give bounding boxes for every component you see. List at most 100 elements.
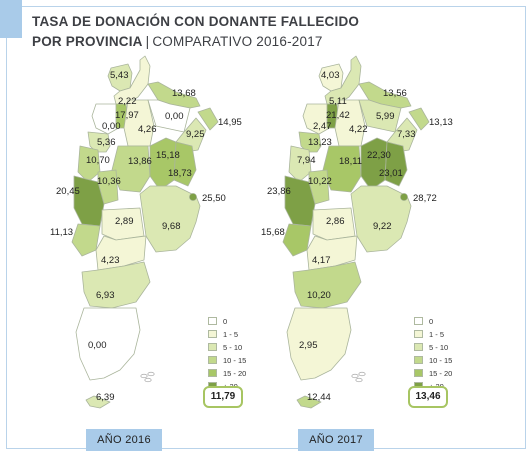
value-label-corrientes: 7,33	[397, 129, 416, 140]
legend-swatch	[414, 330, 423, 338]
legend-label: 1 - 5	[429, 329, 445, 339]
malvinas-islands	[140, 371, 155, 383]
value-label-larioja: 5,36	[97, 137, 116, 148]
corner-accent	[0, 0, 22, 38]
province-santafe	[149, 137, 177, 191]
title-separator: |	[145, 34, 150, 49]
province-santacruz	[286, 307, 352, 381]
value-label-santacruz: 2,95	[299, 340, 318, 351]
value-label-santafe: 15,18	[156, 150, 180, 161]
value-label-buenosaires: 9,68	[162, 221, 181, 232]
value-label-cordoba: 18,11	[339, 156, 362, 167]
legend-label: 15 - 20	[223, 368, 247, 378]
value-label-sanluis: 10,22	[308, 176, 332, 187]
title-line-1: TASA DE DONACIÓN CON DONANTE FALLECIDO	[32, 14, 360, 29]
province-tierradelfuego	[85, 395, 111, 409]
legend-swatch	[414, 343, 423, 351]
value-label-lapampa: 2,86	[326, 216, 345, 227]
value-label-entrerios: 23,01	[379, 168, 403, 179]
value-label-jujuy: 5,43	[110, 70, 129, 81]
value-label-salta: 5,11	[329, 96, 347, 107]
legend-label: 0	[429, 316, 434, 326]
legend-label: 10 - 15	[223, 355, 247, 365]
province-misiones	[197, 107, 219, 131]
value-label-sanjuan: 7,94	[297, 155, 316, 166]
province-santafe	[360, 137, 388, 191]
province-sanjuan	[288, 145, 312, 183]
value-label-santacruz: 0,00	[88, 340, 107, 351]
value-label-formosa: 13,68	[172, 88, 196, 99]
legend-swatch	[208, 356, 217, 364]
value-label-neuquen: 11,13	[50, 227, 73, 238]
value-label-santiago: 4,22	[349, 124, 368, 135]
value-label-rionegro: 4,17	[312, 255, 331, 266]
legend-item: 0	[208, 315, 246, 327]
title-line-2-normal: COMPARATIVO 2016-2017	[152, 34, 323, 49]
legend-label: 1 - 5	[223, 329, 239, 339]
value-label-tucuman: 17,97	[115, 110, 139, 121]
province-entrerios	[384, 141, 408, 187]
value-label-tucuman: 21,42	[326, 110, 350, 121]
province-salta	[113, 55, 151, 107]
province-neuquen	[71, 223, 101, 257]
legend-swatch	[208, 343, 217, 351]
province-chaco	[358, 99, 402, 133]
legend-item: 10 - 15	[208, 354, 246, 366]
legend-label: 10 - 15	[429, 355, 453, 365]
province-cordoba	[322, 145, 362, 193]
map-2016: 25,505,432,2213,680,0017,974,260,0014,95…	[50, 55, 242, 409]
legend-item: 5 - 10	[414, 341, 452, 353]
legend-item: 1 - 5	[208, 328, 246, 340]
value-label-chaco: 0,00	[165, 111, 184, 122]
legend-item: 0	[414, 315, 452, 327]
legend-swatch	[414, 317, 423, 325]
legend-swatch	[414, 369, 423, 377]
value-label-entrerios: 18,73	[168, 168, 192, 179]
legend-swatch	[208, 317, 217, 325]
province-caba	[400, 193, 408, 201]
value-label-tierradelfuego: 12,44	[307, 392, 331, 403]
value-label-catamarca: 0,00	[102, 121, 121, 132]
legend-label: 0	[223, 316, 228, 326]
value-label-mendoza: 20,45	[56, 186, 80, 197]
legend-item: 5 - 10	[208, 341, 246, 353]
province-tierradelfuego	[296, 395, 322, 409]
value-label-chaco: 5,99	[376, 111, 395, 122]
legend-item: 1 - 5	[414, 328, 452, 340]
province-chaco	[147, 99, 191, 133]
figure-title: TASA DE DONACIÓN CON DONANTE FALLECIDO P…	[32, 12, 359, 52]
value-label-lapampa: 2,89	[115, 216, 134, 227]
legend-swatch	[208, 330, 217, 338]
total-2016: 11,79	[203, 386, 243, 408]
province-salta	[324, 55, 362, 107]
province-larioja	[87, 131, 111, 153]
province-caba	[189, 193, 197, 201]
figure-frame	[6, 6, 526, 449]
province-santacruz	[75, 307, 141, 381]
value-label-larioja: 13,23	[308, 137, 332, 148]
legend-label: 5 - 10	[223, 342, 243, 352]
value-label-santiago: 4,26	[138, 124, 157, 135]
value-label-misiones: 13,13	[429, 117, 453, 128]
province-buenosaires	[350, 185, 412, 253]
province-larioja	[298, 131, 322, 153]
legend-item: 10 - 15	[414, 354, 452, 366]
value-label-caba: 25,50	[202, 193, 226, 204]
value-label-jujuy: 4,03	[321, 70, 340, 81]
value-label-sanjuan: 10,70	[86, 155, 110, 166]
province-neuquen	[282, 223, 312, 257]
value-label-salta: 2,22	[118, 96, 137, 107]
legend-item: 15 - 20	[208, 367, 246, 379]
value-label-tierradelfuego: 6,39	[96, 392, 115, 403]
value-label-catamarca: 2,47	[313, 121, 332, 132]
year-badge-2016: AÑO 2016	[86, 429, 162, 451]
value-label-rionegro: 4,23	[101, 255, 120, 266]
province-misiones	[408, 107, 430, 131]
malvinas-islands	[351, 371, 366, 383]
value-label-caba: 28,72	[413, 193, 437, 204]
province-cordoba	[111, 145, 151, 193]
